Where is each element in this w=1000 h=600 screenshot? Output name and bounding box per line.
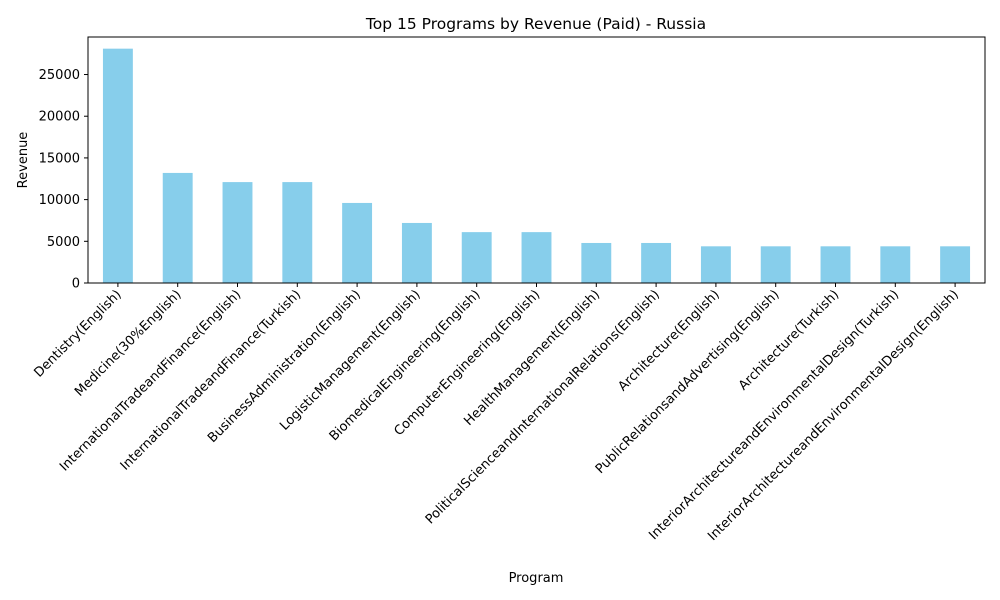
- bar-12: [820, 246, 851, 283]
- y-tick-label-3: 15000: [39, 151, 80, 166]
- bar-14: [940, 246, 971, 283]
- bar-0: [102, 48, 133, 283]
- x-axis-label: Program: [509, 571, 564, 586]
- y-tick-label-4: 20000: [39, 110, 80, 125]
- y-tick-label-0: 0: [72, 277, 80, 292]
- y-tick-label-5: 25000: [39, 68, 80, 83]
- x-axis: Dentistry(English)Medicine(30%English)In…: [31, 283, 962, 544]
- bar-13: [880, 246, 911, 283]
- x-tick-label-10: Architecture(English): [615, 287, 722, 394]
- bar-6: [461, 232, 492, 283]
- chart-title: Top 15 Programs by Revenue (Paid) - Russ…: [365, 15, 706, 33]
- bar-11: [760, 246, 791, 283]
- bar-3: [282, 182, 313, 283]
- bar-4: [342, 202, 373, 283]
- bar-10: [700, 246, 731, 283]
- y-axis: 0 5000 10000 15000 20000 25000: [39, 68, 88, 292]
- x-tick-label-9: PoliticalScienceandInternationalRelation…: [423, 287, 663, 527]
- bar-1: [162, 172, 193, 283]
- plot-frame: [87, 36, 986, 284]
- y-axis-label: Revenue: [16, 132, 31, 189]
- bars-layer: [102, 48, 971, 283]
- x-tick-label-12: Architecture(Turkish): [736, 287, 842, 393]
- bar-8: [581, 242, 612, 283]
- bar-7: [521, 232, 552, 283]
- y-tick-label-1: 5000: [47, 235, 80, 250]
- bar-2: [222, 182, 253, 283]
- bar-9: [641, 242, 672, 283]
- y-tick-label-2: 10000: [39, 193, 80, 208]
- bar-5: [401, 222, 432, 283]
- x-tick-label-1: Medicine(30%English): [72, 287, 184, 399]
